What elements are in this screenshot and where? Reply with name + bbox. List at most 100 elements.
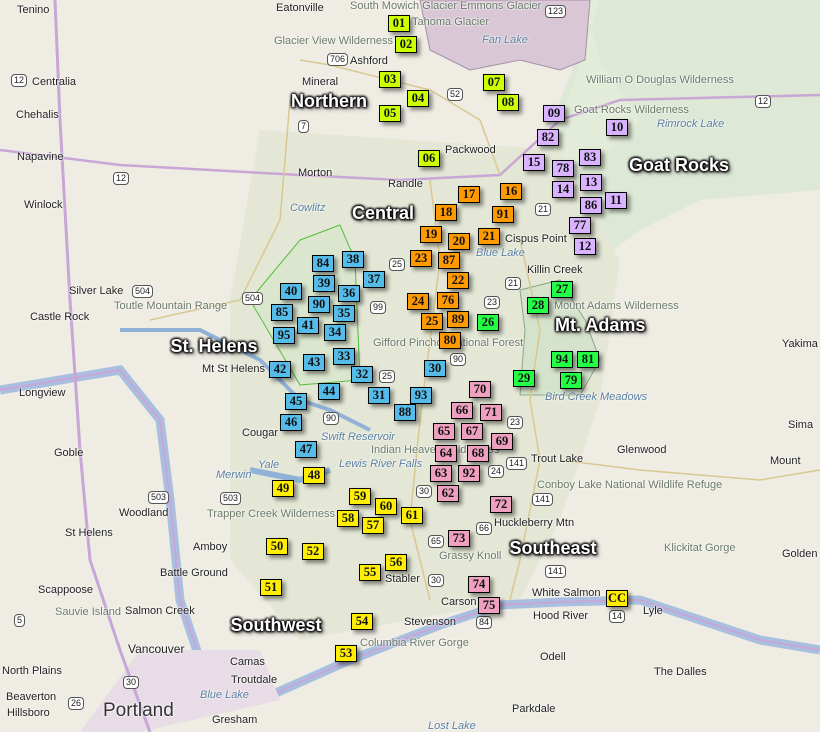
- site-marker-53[interactable]: 53: [335, 644, 357, 662]
- site-marker-34[interactable]: 34: [324, 323, 346, 341]
- site-marker-14[interactable]: 14: [552, 180, 574, 198]
- site-marker-89[interactable]: 89: [447, 310, 469, 328]
- site-marker-23[interactable]: 23: [410, 249, 432, 267]
- site-marker-95[interactable]: 95: [273, 326, 295, 344]
- site-marker-48[interactable]: 48: [303, 466, 325, 484]
- site-marker-88[interactable]: 88: [394, 403, 416, 421]
- highway-shield-21: 21: [505, 277, 522, 290]
- site-marker-22[interactable]: 22: [447, 271, 469, 289]
- site-marker-30[interactable]: 30: [424, 359, 446, 377]
- site-marker-92[interactable]: 92: [458, 464, 480, 482]
- site-marker-32[interactable]: 32: [351, 365, 373, 383]
- site-marker-56[interactable]: 56: [385, 553, 407, 571]
- site-marker-83[interactable]: 83: [579, 148, 601, 166]
- site-marker-85[interactable]: 85: [271, 303, 293, 321]
- site-marker-26[interactable]: 26: [477, 313, 499, 331]
- site-marker-81[interactable]: 81: [577, 350, 599, 368]
- site-marker-86[interactable]: 86: [580, 196, 602, 214]
- site-marker-20[interactable]: 20: [448, 232, 470, 250]
- site-marker-09[interactable]: 09: [543, 104, 565, 122]
- site-marker-38[interactable]: 38: [342, 250, 364, 268]
- site-marker-cc[interactable]: CC: [606, 589, 628, 607]
- site-marker-73[interactable]: 73: [448, 529, 470, 547]
- site-marker-93[interactable]: 93: [410, 386, 432, 404]
- site-marker-80[interactable]: 80: [439, 331, 461, 349]
- place-label-battle-ground: Battle Ground: [160, 567, 228, 579]
- site-marker-69[interactable]: 69: [491, 432, 513, 450]
- site-marker-19[interactable]: 19: [420, 225, 442, 243]
- site-marker-65[interactable]: 65: [433, 422, 455, 440]
- site-marker-55[interactable]: 55: [359, 563, 381, 581]
- site-marker-11[interactable]: 11: [605, 191, 627, 209]
- site-marker-10[interactable]: 10: [606, 118, 628, 136]
- site-marker-17[interactable]: 17: [458, 185, 480, 203]
- site-marker-39[interactable]: 39: [313, 274, 335, 292]
- site-marker-75[interactable]: 75: [478, 596, 500, 614]
- site-marker-02[interactable]: 02: [395, 35, 417, 53]
- site-marker-01[interactable]: 01: [388, 14, 410, 32]
- site-marker-77[interactable]: 77: [569, 216, 591, 234]
- site-marker-59[interactable]: 59: [349, 487, 371, 505]
- site-marker-24[interactable]: 24: [407, 292, 429, 310]
- site-marker-03[interactable]: 03: [379, 70, 401, 88]
- site-marker-64[interactable]: 64: [435, 444, 457, 462]
- place-label-sauvie-island: Sauvie Island: [55, 606, 122, 618]
- site-marker-72[interactable]: 72: [490, 495, 512, 513]
- site-marker-36[interactable]: 36: [338, 284, 360, 302]
- site-marker-46[interactable]: 46: [280, 413, 302, 431]
- site-marker-08[interactable]: 08: [497, 93, 519, 111]
- site-marker-42[interactable]: 42: [269, 360, 291, 378]
- site-marker-79[interactable]: 79: [560, 371, 582, 389]
- site-marker-18[interactable]: 18: [435, 203, 457, 221]
- site-marker-61[interactable]: 61: [401, 506, 423, 524]
- site-marker-43[interactable]: 43: [303, 353, 325, 371]
- site-marker-37[interactable]: 37: [363, 270, 385, 288]
- site-marker-91[interactable]: 91: [492, 205, 514, 223]
- site-marker-57[interactable]: 57: [362, 516, 384, 534]
- site-marker-90[interactable]: 90: [308, 295, 330, 313]
- site-marker-06[interactable]: 06: [418, 149, 440, 167]
- site-marker-05[interactable]: 05: [379, 104, 401, 122]
- site-marker-12[interactable]: 12: [574, 237, 596, 255]
- site-marker-13[interactable]: 13: [580, 173, 602, 191]
- site-marker-84[interactable]: 84: [312, 254, 334, 272]
- site-marker-28[interactable]: 28: [527, 296, 549, 314]
- site-marker-50[interactable]: 50: [266, 537, 288, 555]
- site-marker-41[interactable]: 41: [297, 316, 319, 334]
- site-marker-35[interactable]: 35: [333, 304, 355, 322]
- site-marker-68[interactable]: 68: [467, 444, 489, 462]
- site-marker-15[interactable]: 15: [523, 153, 545, 171]
- highway-shield-504: 504: [132, 285, 154, 298]
- site-marker-27[interactable]: 27: [551, 280, 573, 298]
- site-marker-82[interactable]: 82: [537, 128, 559, 146]
- site-marker-25[interactable]: 25: [421, 312, 443, 330]
- site-marker-76[interactable]: 76: [437, 291, 459, 309]
- site-marker-51[interactable]: 51: [260, 578, 282, 596]
- site-marker-49[interactable]: 49: [272, 479, 294, 497]
- site-marker-71[interactable]: 71: [480, 403, 502, 421]
- site-marker-21[interactable]: 21: [478, 227, 500, 245]
- site-marker-16[interactable]: 16: [500, 182, 522, 200]
- site-marker-04[interactable]: 04: [407, 89, 429, 107]
- site-marker-45[interactable]: 45: [285, 392, 307, 410]
- site-marker-78[interactable]: 78: [552, 159, 574, 177]
- site-marker-74[interactable]: 74: [468, 575, 490, 593]
- site-marker-87[interactable]: 87: [438, 251, 460, 269]
- site-marker-52[interactable]: 52: [302, 542, 324, 560]
- site-marker-29[interactable]: 29: [513, 369, 535, 387]
- site-marker-33[interactable]: 33: [333, 347, 355, 365]
- site-marker-67[interactable]: 67: [461, 422, 483, 440]
- site-marker-47[interactable]: 47: [295, 440, 317, 458]
- site-marker-60[interactable]: 60: [375, 497, 397, 515]
- site-marker-54[interactable]: 54: [351, 612, 373, 630]
- site-marker-63[interactable]: 63: [430, 464, 452, 482]
- site-marker-07[interactable]: 07: [483, 73, 505, 91]
- site-marker-58[interactable]: 58: [337, 509, 359, 527]
- site-marker-40[interactable]: 40: [280, 282, 302, 300]
- site-marker-31[interactable]: 31: [368, 386, 390, 404]
- site-marker-62[interactable]: 62: [437, 484, 459, 502]
- site-marker-94[interactable]: 94: [551, 350, 573, 368]
- site-marker-66[interactable]: 66: [451, 401, 473, 419]
- site-marker-70[interactable]: 70: [469, 380, 491, 398]
- site-marker-44[interactable]: 44: [318, 382, 340, 400]
